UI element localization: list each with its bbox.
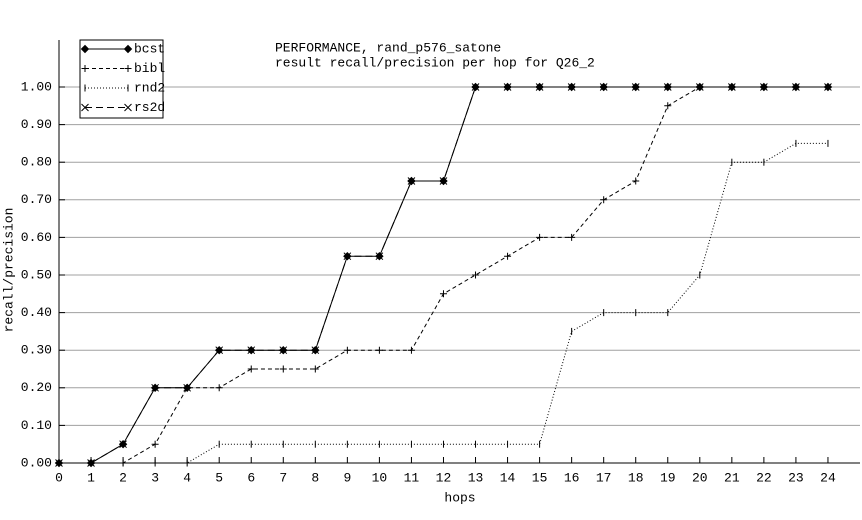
- series-marker: [792, 83, 800, 91]
- x-tick-label: 8: [311, 470, 319, 485]
- y-tick-label: 0.60: [21, 230, 52, 245]
- y-tick-label: 0.90: [21, 117, 52, 132]
- legend-marker: [123, 44, 133, 54]
- series-marker: [279, 346, 288, 355]
- legend-label: rnd2: [134, 80, 165, 95]
- x-tick-label: 21: [724, 470, 740, 485]
- y-tick-label: 0.20: [21, 380, 52, 395]
- x-tick-label: 10: [372, 470, 388, 485]
- legend-label: bcst: [134, 41, 165, 56]
- y-tick-label: 1.00: [21, 79, 52, 94]
- series-marker: [439, 290, 447, 298]
- series-marker: [663, 83, 672, 91]
- x-tick-label: 3: [151, 470, 159, 485]
- series-marker: [503, 83, 512, 91]
- x-axis-label: hops: [444, 490, 475, 505]
- series-marker: [504, 252, 512, 260]
- chart-title: PERFORMANCE, rand_p576_satone: [275, 40, 501, 55]
- x-tick-label: 19: [660, 470, 676, 485]
- x-tick-label: 24: [820, 470, 836, 485]
- x-tick-label: 23: [788, 470, 804, 485]
- x-tick-label: 14: [500, 470, 516, 485]
- x-tick-label: 12: [436, 470, 452, 485]
- x-tick-label: 22: [756, 470, 772, 485]
- series-marker: [472, 271, 480, 279]
- series-marker: [695, 83, 704, 91]
- x-tick-label: 11: [404, 470, 420, 485]
- x-tick-label: 15: [532, 470, 548, 485]
- x-tick-label: 7: [279, 470, 287, 485]
- y-tick-label: 0.10: [21, 418, 52, 433]
- series-marker: [55, 459, 63, 467]
- x-tick-label: 16: [564, 470, 580, 485]
- series-marker: [151, 383, 159, 392]
- x-tick-label: 2: [119, 470, 127, 485]
- x-tick-label: 9: [343, 470, 351, 485]
- series-marker: [87, 459, 95, 467]
- y-tick-label: 0.50: [21, 267, 52, 282]
- series-marker: [375, 346, 383, 354]
- x-tick-label: 5: [215, 470, 223, 485]
- series-marker: [407, 177, 416, 185]
- series-marker: [631, 83, 640, 91]
- x-tick-label: 1: [87, 470, 95, 485]
- series-marker: [535, 83, 544, 91]
- series-marker: [407, 346, 415, 354]
- series-marker: [471, 83, 480, 91]
- series-marker: [600, 196, 608, 204]
- series-marker: [824, 83, 832, 91]
- series-marker: [375, 252, 384, 261]
- legend-label: rs2d: [134, 100, 165, 115]
- x-tick-label: 13: [468, 470, 484, 485]
- legend-marker: [81, 65, 89, 72]
- series-marker: [567, 83, 576, 91]
- series-marker: [599, 83, 608, 91]
- legend-label: bibl: [134, 61, 165, 76]
- y-tick-label: 0.70: [21, 192, 52, 207]
- legend-box: [79, 39, 164, 119]
- series-marker: [343, 346, 351, 354]
- legend-marker: [124, 65, 132, 72]
- legend-marker: [124, 103, 132, 112]
- series-marker: [568, 233, 576, 241]
- y-tick-label: 0.80: [21, 155, 52, 170]
- y-tick-label: 0.40: [21, 305, 52, 320]
- series-marker: [311, 365, 319, 373]
- series-marker: [215, 384, 223, 392]
- x-tick-label: 0: [55, 470, 63, 485]
- x-tick-label: 17: [596, 470, 612, 485]
- series-marker: [343, 252, 352, 261]
- series-marker: [215, 346, 224, 355]
- series-marker: [311, 346, 320, 355]
- series-marker: [727, 83, 736, 91]
- chart-subtitle: result recall/precision per hop for Q26_…: [275, 55, 595, 70]
- legend-marker: [80, 44, 90, 54]
- series-marker: [664, 102, 672, 110]
- y-axis-label: recall/precision: [1, 208, 16, 333]
- y-tick-label: 0.00: [21, 455, 52, 470]
- y-tick-label: 0.30: [21, 343, 52, 358]
- series-marker: [279, 365, 287, 373]
- x-tick-label: 18: [628, 470, 644, 485]
- series-marker: [760, 83, 768, 91]
- series-marker: [247, 365, 255, 373]
- series-marker: [632, 177, 640, 185]
- legend-marker: [81, 103, 89, 112]
- x-tick-label: 20: [692, 470, 708, 485]
- x-tick-label: 4: [183, 470, 191, 485]
- x-tick-label: 6: [247, 470, 255, 485]
- series-marker: [536, 233, 544, 241]
- series-marker: [151, 440, 159, 448]
- series-marker: [247, 346, 256, 355]
- series-line: [59, 142, 828, 464]
- series-marker: [439, 177, 448, 185]
- series-marker: [183, 383, 192, 392]
- series-marker: [119, 440, 127, 449]
